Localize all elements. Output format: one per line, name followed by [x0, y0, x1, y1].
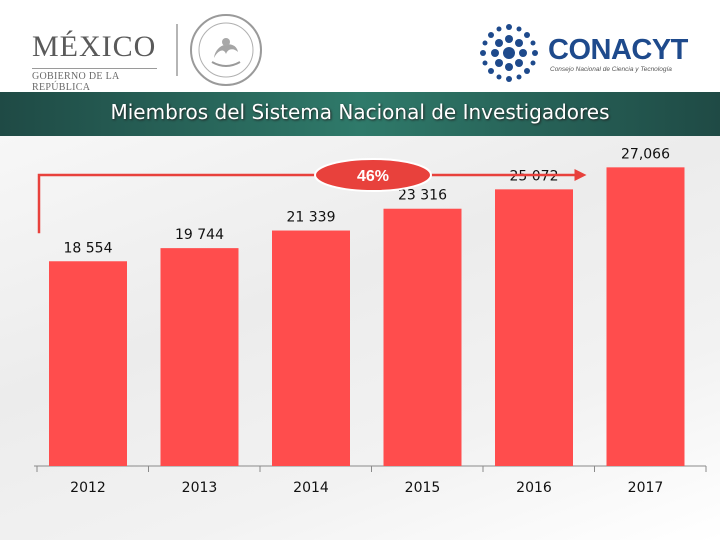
data-label-2015: 23 316	[398, 188, 447, 204]
x-tick-label-2014: 2014	[293, 480, 329, 496]
x-tick-label-2015: 2015	[405, 480, 441, 496]
bar-chart: 18 554 2012 19 744 2013 21 339 2014 23 316 2015…	[34, 146, 707, 496]
conacyt-logo: CONACYT Consejo Nacional de Ciencia y Te…	[476, 22, 696, 84]
data-label-2017: 27,066	[621, 146, 670, 162]
x-tick-label-2016: 2016	[516, 480, 552, 496]
mexico-logo-text: MÉXICO	[32, 30, 157, 63]
chart-title: Miembros del Sistema Nacional de Investi…	[110, 100, 610, 124]
header: MÉXICO GOBIERNO DE LA REPÚBLICA	[0, 0, 720, 93]
data-label-2014: 21 339	[287, 210, 336, 226]
title-band	[0, 92, 720, 136]
mexico-logo: MÉXICO GOBIERNO DE LA REPÚBLICA	[26, 22, 166, 93]
data-label-2012: 18 554	[64, 240, 113, 256]
x-tick-label-2017: 2017	[628, 480, 664, 496]
bar-2013	[160, 248, 239, 466]
conacyt-dots-icon	[480, 24, 538, 82]
growth-arrow-head	[574, 169, 587, 181]
data-label-2016: 25 072	[510, 168, 559, 184]
bar-2012	[49, 261, 127, 466]
chart-area: 18 554 2012 19 744 2013 21 339 2014 23 316 2015…	[0, 136, 720, 540]
bar-2015	[383, 208, 462, 466]
mexico-logo-subtitle: GOBIERNO DE LA REPÚBLICA	[32, 68, 157, 93]
growth-badge	[314, 158, 432, 192]
conacyt-logo-text: CONACYT	[548, 34, 688, 66]
x-tick-label-2013: 2013	[182, 480, 218, 496]
growth-badge-label: 46%	[357, 168, 389, 185]
national-seal-icon	[190, 14, 262, 86]
logo-divider	[176, 24, 178, 76]
bar-2017	[606, 167, 685, 466]
x-tick-label-2012: 2012	[70, 480, 106, 496]
bar-2014	[272, 230, 350, 466]
conacyt-logo-subtitle: Consejo Nacional de Ciencia y Tecnología	[550, 66, 672, 73]
bar-2016	[495, 189, 573, 466]
data-label-2013: 19 744	[175, 227, 224, 243]
